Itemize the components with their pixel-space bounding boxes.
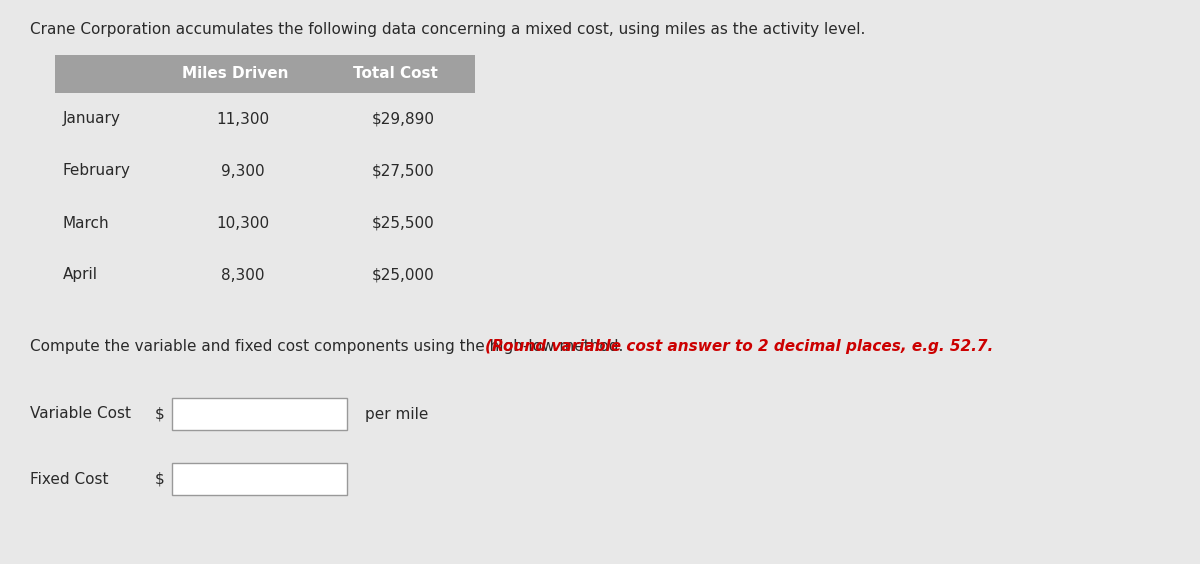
Text: $: $ xyxy=(155,472,164,487)
Text: $29,890: $29,890 xyxy=(372,112,434,126)
Text: Fixed Cost: Fixed Cost xyxy=(30,472,108,487)
Text: April: April xyxy=(64,267,98,283)
Text: March: March xyxy=(64,215,109,231)
Text: $25,500: $25,500 xyxy=(372,215,434,231)
FancyBboxPatch shape xyxy=(55,55,475,93)
Text: $25,000: $25,000 xyxy=(372,267,434,283)
Text: $: $ xyxy=(155,407,164,421)
Text: per mile: per mile xyxy=(365,407,428,421)
Text: 8,300: 8,300 xyxy=(221,267,265,283)
FancyBboxPatch shape xyxy=(172,463,347,495)
Text: Crane Corporation accumulates the following data concerning a mixed cost, using : Crane Corporation accumulates the follow… xyxy=(30,22,865,37)
Text: 9,300: 9,300 xyxy=(221,164,265,178)
FancyBboxPatch shape xyxy=(172,398,347,430)
Text: February: February xyxy=(64,164,131,178)
Text: 10,300: 10,300 xyxy=(216,215,270,231)
Text: Variable Cost: Variable Cost xyxy=(30,407,131,421)
Text: 11,300: 11,300 xyxy=(216,112,270,126)
Text: Total Cost: Total Cost xyxy=(353,67,438,82)
Text: January: January xyxy=(64,112,121,126)
Text: (Round variable cost answer to 2 decimal places, e.g. 52.7.: (Round variable cost answer to 2 decimal… xyxy=(485,339,994,354)
Text: Compute the variable and fixed cost components using the high-low method.: Compute the variable and fixed cost comp… xyxy=(30,339,629,354)
Text: $27,500: $27,500 xyxy=(372,164,434,178)
Text: Miles Driven: Miles Driven xyxy=(181,67,288,82)
